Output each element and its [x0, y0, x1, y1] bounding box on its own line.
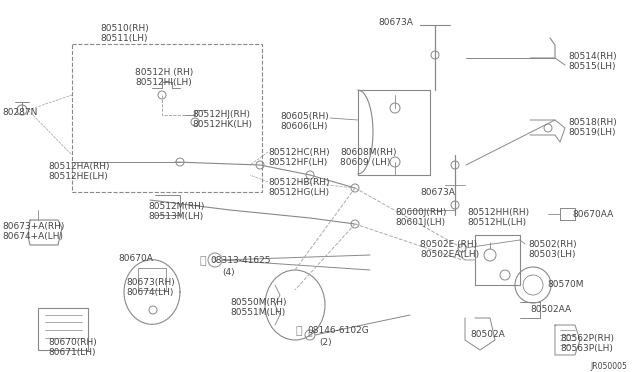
- Text: (2): (2): [319, 338, 332, 347]
- Text: B: B: [308, 332, 312, 338]
- Text: 80513M(LH): 80513M(LH): [148, 212, 204, 221]
- Text: 80512H (RH): 80512H (RH): [135, 68, 193, 77]
- Text: 80502E (RH): 80502E (RH): [420, 240, 477, 249]
- Text: 80514(RH): 80514(RH): [568, 52, 616, 61]
- Text: 80512M(RH): 80512M(RH): [148, 202, 204, 211]
- Text: 80609 (LH): 80609 (LH): [340, 158, 390, 167]
- Text: 80287N: 80287N: [2, 108, 37, 117]
- Text: 80562P(RH): 80562P(RH): [560, 334, 614, 343]
- Text: 80551M(LH): 80551M(LH): [230, 308, 285, 317]
- Text: 80605(RH): 80605(RH): [280, 112, 329, 121]
- Text: 80512HA(RH): 80512HA(RH): [48, 162, 109, 171]
- Text: 80512HH(RH): 80512HH(RH): [467, 208, 529, 217]
- Text: 80510(RH): 80510(RH): [100, 24, 148, 33]
- Text: 80502A: 80502A: [470, 330, 505, 339]
- Text: 80515(LH): 80515(LH): [568, 62, 616, 71]
- Text: 80512HI(LH): 80512HI(LH): [135, 78, 192, 87]
- Text: Ⓢ: Ⓢ: [199, 256, 205, 266]
- Text: 80673+A(RH): 80673+A(RH): [2, 222, 65, 231]
- Bar: [38, 308, 88, 350]
- Text: 80512HG(LH): 80512HG(LH): [268, 188, 329, 197]
- Text: 80673(RH): 80673(RH): [126, 278, 175, 287]
- Text: 80512HF(LH): 80512HF(LH): [268, 158, 327, 167]
- Text: 80670AA: 80670AA: [572, 210, 613, 219]
- Text: 08313-41625: 08313-41625: [210, 256, 271, 265]
- Text: 80674+A(LH): 80674+A(LH): [2, 232, 63, 241]
- Text: (4): (4): [222, 268, 235, 277]
- Text: 80502(RH): 80502(RH): [528, 240, 577, 249]
- Text: 80503(LH): 80503(LH): [528, 250, 575, 259]
- Text: 80512HJ(RH): 80512HJ(RH): [192, 110, 250, 119]
- Text: 80502EA(LH): 80502EA(LH): [420, 250, 479, 259]
- Text: 80671(LH): 80671(LH): [48, 348, 95, 357]
- Text: S: S: [213, 257, 217, 263]
- Text: 80512HC(RH): 80512HC(RH): [268, 148, 330, 157]
- Text: 80674(LH): 80674(LH): [126, 288, 173, 297]
- Text: 80512HK(LH): 80512HK(LH): [192, 120, 252, 129]
- Bar: [72, 44, 262, 192]
- Text: 80502AA: 80502AA: [530, 305, 571, 314]
- Text: 80670(RH): 80670(RH): [48, 338, 97, 347]
- Text: Ⓑ: Ⓑ: [296, 326, 303, 336]
- Text: 80550M(RH): 80550M(RH): [230, 298, 287, 307]
- Text: 80512HE(LH): 80512HE(LH): [48, 172, 108, 181]
- Text: 80606(LH): 80606(LH): [280, 122, 328, 131]
- Text: 80673A: 80673A: [378, 18, 413, 27]
- Text: 80512HB(RH): 80512HB(RH): [268, 178, 330, 187]
- Text: 80670A: 80670A: [118, 254, 153, 263]
- Text: 80512HL(LH): 80512HL(LH): [467, 218, 526, 227]
- Text: 80518(RH): 80518(RH): [568, 118, 617, 127]
- Text: 08146-6102G: 08146-6102G: [307, 326, 369, 335]
- Text: 80600J(RH): 80600J(RH): [395, 208, 446, 217]
- Text: 80673A: 80673A: [420, 188, 455, 197]
- Text: JR050005: JR050005: [590, 362, 627, 371]
- Text: 80519(LH): 80519(LH): [568, 128, 616, 137]
- Text: 80511(LH): 80511(LH): [100, 34, 147, 43]
- Text: 80570M: 80570M: [547, 280, 584, 289]
- Bar: [138, 268, 166, 290]
- Text: 80563P(LH): 80563P(LH): [560, 344, 613, 353]
- Text: 80601J(LH): 80601J(LH): [395, 218, 445, 227]
- Text: 80608M(RH): 80608M(RH): [340, 148, 397, 157]
